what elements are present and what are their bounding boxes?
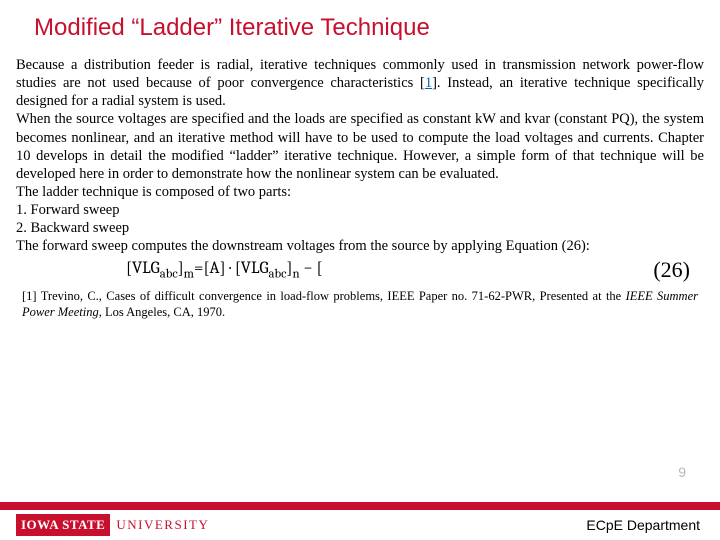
footnote-part-b: , Los Angeles, CA, 1970. <box>99 305 225 319</box>
eq-eq: =[A] · [VLG <box>194 259 269 278</box>
department-label: ECpE Department <box>586 517 700 533</box>
footnote-part-a: [1] Trevino, C., Cases of difficult conv… <box>22 289 626 303</box>
footer: IOWA STATE UNIVERSITY ECpE Department <box>0 510 720 540</box>
eq-sub1: abc <box>160 268 178 282</box>
page-number: 9 <box>678 464 686 480</box>
footer-accent-bar <box>0 502 720 510</box>
eq-end: − [ <box>300 259 323 278</box>
logo-university-text: UNIVERSITY <box>116 517 209 533</box>
paragraph-2: When the source voltages are specified a… <box>16 110 704 183</box>
paragraph-4: The forward sweep computes the downstrea… <box>16 237 704 255</box>
equation-26: [VLGabc]m=[A] · [VLGabc]n − [ <box>16 259 653 281</box>
list-item-2: 2. Backward sweep <box>16 219 704 237</box>
list-item-1: 1. Forward sweep <box>16 201 704 219</box>
eq-subm: m <box>184 268 194 282</box>
equation-row: [VLGabc]m=[A] · [VLGabc]n − [ (26) <box>0 255 720 283</box>
paragraph-3: The ladder technique is composed of two … <box>16 183 704 201</box>
eq-lhs: [VLG <box>126 259 160 278</box>
citation-link-1[interactable]: 1 <box>425 75 432 91</box>
slide-title: Modified “Ladder” Iterative Technique <box>0 0 720 42</box>
slide: Modified “Ladder” Iterative Technique Be… <box>0 0 720 540</box>
body-text: Because a distribution feeder is radial,… <box>0 42 720 255</box>
equation-number: (26) <box>653 257 694 283</box>
footnote-1: [1] Trevino, C., Cases of difficult conv… <box>0 283 720 320</box>
paragraph-1: Because a distribution feeder is radial,… <box>16 56 704 110</box>
logo-box: IOWA STATE <box>16 514 110 536</box>
eq-subn: n <box>293 268 300 282</box>
eq-sub2: abc <box>269 268 287 282</box>
university-logo: IOWA STATE UNIVERSITY <box>16 514 209 536</box>
